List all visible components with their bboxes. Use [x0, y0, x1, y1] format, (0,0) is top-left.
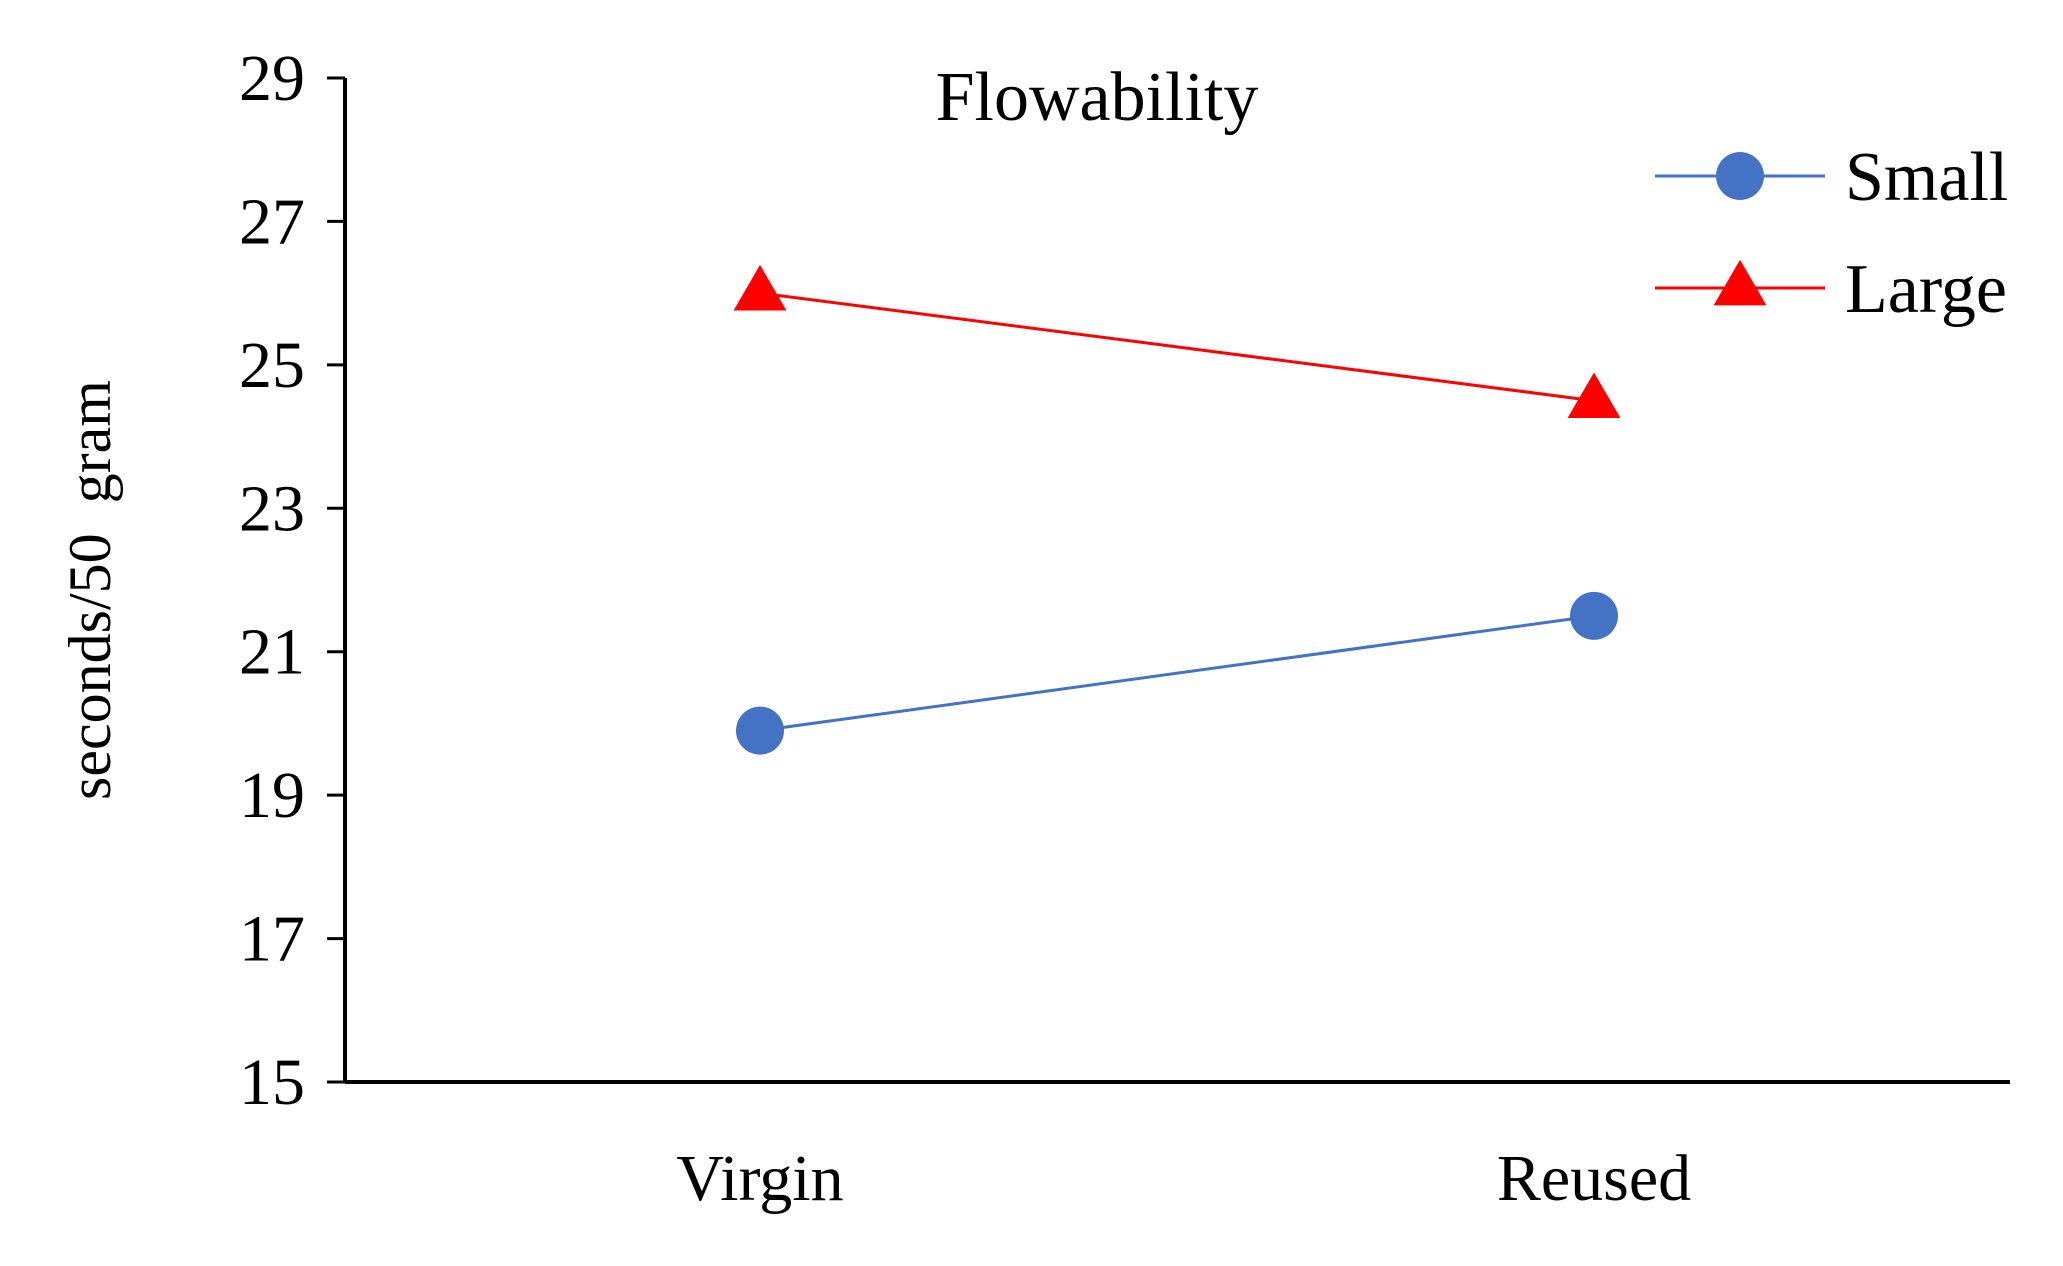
y-tick-label: 23	[239, 472, 305, 545]
legend-item-small: Small	[1655, 139, 2008, 216]
y-tick-label: 17	[239, 903, 305, 976]
chart-title: Flowability	[936, 59, 1259, 136]
legend-label-large: Large	[1845, 251, 2007, 328]
y-tick-label: 29	[239, 42, 305, 115]
data-point-large	[733, 264, 787, 311]
y-tick-label: 25	[239, 329, 305, 402]
series-large	[733, 264, 1621, 419]
series-line-large	[759, 291, 1595, 403]
data-point-small	[736, 706, 784, 755]
data-point-large	[1567, 372, 1621, 419]
y-axis: 15 17 19 21 23 25 27 29	[239, 42, 347, 1119]
y-tick-label: 15	[239, 1046, 305, 1119]
legend: Small Large	[1655, 139, 2008, 328]
y-tick-label: 27	[239, 185, 305, 258]
series-line-small	[759, 614, 1595, 733]
data-point-small	[1570, 591, 1618, 640]
x-axis: Virgin Reused	[345, 1080, 2010, 1215]
y-tick-label: 21	[239, 616, 305, 689]
series-layer	[733, 264, 1621, 755]
legend-marker-large	[1713, 259, 1767, 306]
x-category-label: Reused	[1497, 1142, 1691, 1215]
legend-item-large: Large	[1655, 251, 2007, 328]
x-category-label: Virgin	[676, 1142, 843, 1215]
legend-marker-small	[1716, 152, 1764, 200]
y-axis-title: seconds/50 gram	[57, 380, 123, 800]
legend-label-small: Small	[1845, 139, 2008, 216]
series-small	[736, 591, 1618, 755]
y-tick-label: 19	[239, 759, 305, 832]
